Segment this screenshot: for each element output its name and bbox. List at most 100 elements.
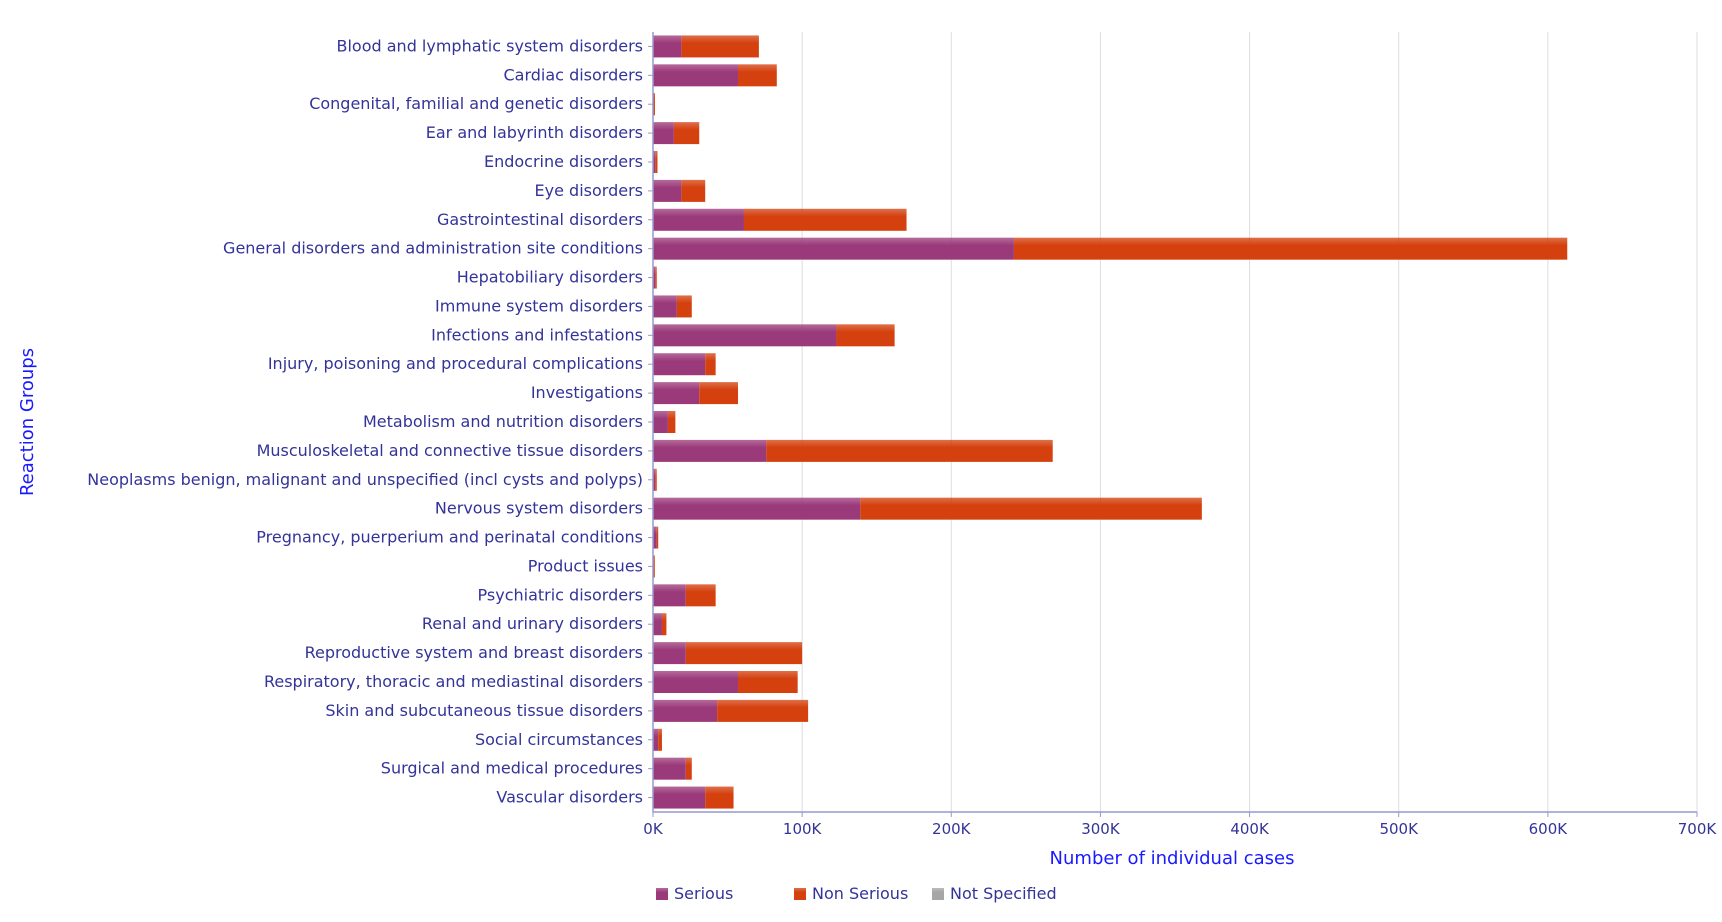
bar-serious	[653, 35, 682, 58]
bar-serious	[653, 439, 767, 462]
category-labels: Blood and lymphatic system disorders Card…	[87, 36, 643, 806]
bar-serious	[653, 526, 657, 549]
bar-non-serious	[656, 526, 659, 549]
category-label: Blood and lymphatic system disorders	[337, 36, 644, 55]
bar-serious	[653, 208, 744, 231]
bar-non-serious	[685, 642, 803, 665]
category-label: Eye disorders	[535, 181, 643, 200]
bar-non-serious	[685, 584, 716, 607]
bar-serious	[653, 151, 656, 173]
category-label: Nervous system disorders	[435, 499, 643, 518]
legend-swatch	[794, 888, 806, 900]
category-label: Social circumstances	[475, 730, 643, 749]
category-label: Product issues	[528, 556, 643, 575]
category-label: Investigations	[531, 383, 643, 402]
bar-non-serious	[738, 64, 777, 87]
category-label: General disorders and administration sit…	[223, 239, 643, 258]
x-tick-label: 600K	[1529, 820, 1569, 838]
bar-non-serious	[681, 35, 759, 58]
bar-serious	[653, 382, 700, 405]
legend: Serious Non Serious Not Specified	[656, 884, 1057, 903]
bar-non-serious	[661, 613, 667, 636]
category-label: Pregnancy, puerperium and perinatal cond…	[256, 528, 643, 547]
y-axis-title: Reaction Groups	[17, 348, 38, 496]
bar-non-serious	[655, 151, 658, 173]
x-tick-label: 100K	[783, 820, 823, 838]
bar-serious	[653, 64, 739, 87]
bar-serious	[653, 237, 1014, 260]
category-label: Ear and labyrinth disorders	[426, 123, 643, 142]
bar-non-serious	[717, 699, 809, 722]
bar-non-serious	[766, 439, 1053, 462]
legend-label: Not Specified	[950, 884, 1057, 903]
bar-non-serious	[655, 468, 657, 491]
bar-non-serious	[658, 728, 662, 751]
bar-non-serious	[685, 757, 692, 780]
bar-serious	[653, 122, 674, 145]
bar-non-serious	[699, 382, 739, 405]
category-label: Vascular disorders	[496, 788, 643, 807]
legend-swatch	[656, 888, 668, 900]
bar-serious	[653, 179, 682, 202]
category-label: Injury, poisoning and procedural complic…	[268, 354, 643, 373]
legend-label: Non Serious	[812, 884, 908, 903]
x-tick-label: 700K	[1678, 820, 1718, 838]
category-label: Congenital, familial and genetic disorde…	[309, 94, 643, 113]
gridlines	[801, 32, 1698, 812]
x-tick-label: 200K	[932, 820, 972, 838]
bar-non-serious	[673, 122, 700, 145]
bar-non-serious	[1013, 237, 1568, 260]
category-label: Respiratory, thoracic and mediastinal di…	[264, 672, 643, 691]
category-label: Neoplasms benign, malignant and unspecif…	[87, 470, 643, 489]
bar-non-serious	[836, 324, 895, 347]
bars	[653, 35, 1568, 809]
category-label: Psychiatric disorders	[478, 585, 643, 604]
bar-serious	[653, 613, 662, 636]
category-label: Metabolism and nutrition disorders	[363, 412, 643, 431]
bar-non-serious	[705, 786, 734, 809]
bar-non-serious	[655, 266, 657, 289]
category-label: Reproductive system and breast disorders	[305, 643, 643, 662]
bar-non-serious	[667, 411, 676, 433]
bar-serious	[653, 295, 677, 318]
bar-non-serious	[653, 93, 655, 116]
bar-serious	[653, 324, 837, 347]
bar-non-serious	[705, 353, 716, 376]
category-label: Hepatobiliary disorders	[457, 268, 643, 287]
legend-label: Serious	[674, 884, 733, 903]
bar-non-serious	[738, 671, 798, 693]
bar-serious	[653, 584, 686, 607]
x-tick-label: 0K	[643, 820, 664, 838]
bar-serious	[653, 353, 706, 376]
bar-non-serious	[860, 497, 1202, 520]
bar-serious	[653, 786, 706, 809]
x-tick-labels: 0K 100K 200K 300K 400K 500K 600K 700K	[643, 820, 1717, 838]
x-tick-label: 300K	[1081, 820, 1121, 838]
category-label: Musculoskeletal and connective tissue di…	[257, 441, 643, 460]
axes	[648, 32, 1698, 817]
category-label: Immune system disorders	[435, 296, 643, 315]
bar-serious	[653, 266, 656, 289]
category-label: Cardiac disorders	[504, 65, 644, 84]
category-label: Surgical and medical procedures	[381, 759, 643, 778]
bar-non-serious	[681, 179, 706, 202]
bar-non-serious	[676, 295, 692, 318]
bar-serious	[653, 728, 659, 751]
category-label: Skin and subcutaneous tissue disorders	[325, 701, 643, 720]
bar-serious	[653, 642, 686, 665]
x-tick-label: 500K	[1379, 820, 1419, 838]
bar-serious	[653, 468, 656, 491]
legend-swatch	[932, 888, 944, 900]
bar-serious	[653, 757, 686, 780]
category-label: Endocrine disorders	[484, 152, 643, 171]
category-label: Renal and urinary disorders	[422, 614, 643, 633]
category-label: Gastrointestinal disorders	[437, 210, 643, 229]
x-axis-title: Number of individual cases	[1050, 848, 1295, 869]
bar-serious	[653, 699, 718, 722]
bar-serious	[653, 411, 668, 433]
category-label: Infections and infestations	[431, 325, 643, 344]
bar-non-serious	[653, 555, 655, 578]
bar-serious	[653, 497, 861, 520]
bar-non-serious	[743, 208, 907, 231]
